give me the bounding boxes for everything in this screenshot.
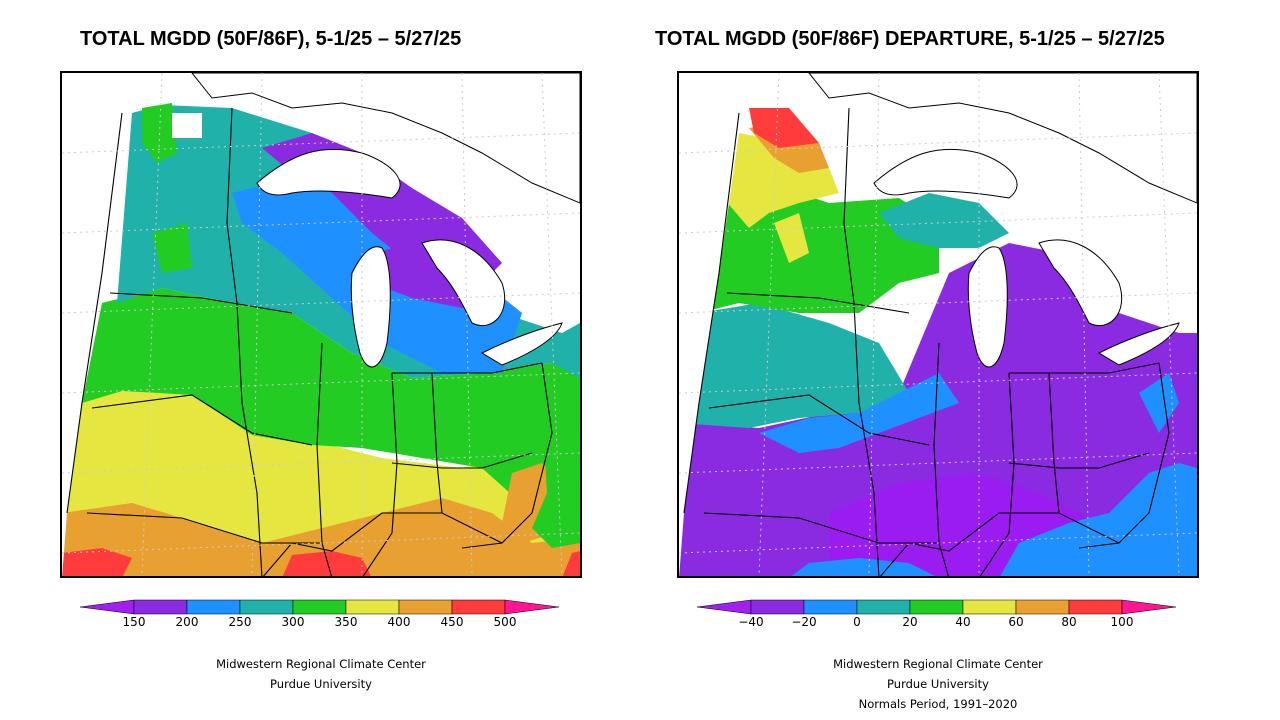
departure-colorbar: −40 −20 0 20 40 60 80 100 [696, 599, 1177, 629]
left-credit: Midwestern Regional Climate Center Purdu… [171, 654, 471, 694]
credit-line-univ: Purdue University [887, 677, 989, 691]
total-legend-tick-label: 200 [176, 615, 199, 629]
credit-line-org: Midwestern Regional Climate Center [833, 657, 1043, 671]
total-legend-tick-label: 450 [441, 615, 464, 629]
left-map-title: TOTAL MGDD (50F/86F), 5-1/25 – 5/27/25 [80, 28, 462, 50]
mgdd-departure-contours [679, 73, 1197, 576]
total-legend-swatch-5 [398, 599, 453, 615]
dep-teal-west [679, 303, 909, 428]
mgdd-departure-map [677, 71, 1199, 578]
total-legend-swatch-0 [133, 599, 188, 615]
departure-legend-tick-label: 0 [853, 615, 861, 629]
region-red-se [562, 551, 580, 576]
total-mgdd-colorbar: 150 200 250 300 350 400 450 500 [79, 599, 560, 629]
departure-legend-tick-label: 40 [955, 615, 970, 629]
departure-legend: −40 −20 0 20 40 60 80 100 [696, 598, 1181, 629]
total-legend-tick-label: 300 [282, 615, 305, 629]
credit-line-org: Midwestern Regional Climate Center [216, 657, 426, 671]
total-legend-swatch-1 [186, 599, 241, 615]
dep-teal-upper [879, 193, 1009, 248]
region-green-mid [82, 288, 580, 513]
departure-legend-swatch-5 [1015, 599, 1070, 615]
departure-legend-tick-label: −20 [791, 615, 816, 629]
region-red-south [282, 551, 371, 576]
total-legend-arrow-high [504, 599, 560, 615]
lake-michigan [350, 246, 391, 368]
total-mgdd-map [60, 71, 582, 578]
credit-line-univ: Purdue University [270, 677, 372, 691]
lake-superior [873, 148, 1018, 199]
total-legend-swatch-3 [292, 599, 347, 615]
dep-red-nw [749, 108, 819, 148]
total-mgdd-contours [62, 73, 580, 576]
departure-legend-swatch-6 [1068, 599, 1123, 615]
dep-blue-se [1000, 463, 1197, 576]
region-green-east [532, 383, 580, 548]
dep-blue-mid [759, 373, 959, 453]
total-legend-tick-label: 150 [123, 615, 146, 629]
total-legend-arrow-low [79, 599, 135, 615]
lake-superior [256, 148, 401, 199]
lake-michigan [967, 246, 1008, 368]
departure-legend-tick-label: 20 [902, 615, 917, 629]
total-legend-tick-label: 500 [494, 615, 517, 629]
lake-erie [1097, 322, 1180, 366]
departure-legend-swatch-2 [856, 599, 911, 615]
total-legend-swatch-2 [239, 599, 294, 615]
departure-legend-tick-label: −40 [738, 615, 763, 629]
departure-legend-swatch-4 [962, 599, 1017, 615]
credit-line-normals: Normals Period, 1991–2020 [858, 697, 1018, 711]
dep-yellow-blob [774, 213, 809, 263]
departure-legend-swatch-3 [909, 599, 964, 615]
departure-legend-arrow-high [1121, 599, 1177, 615]
total-legend-swatch-4 [345, 599, 400, 615]
total-legend-swatch-6 [451, 599, 506, 615]
region-red-sw [62, 548, 132, 576]
right-credit: Midwestern Regional Climate Center Purdu… [788, 654, 1088, 714]
departure-legend-tick-label: 80 [1061, 615, 1076, 629]
region-white-nw [172, 113, 202, 138]
lake-erie [480, 322, 563, 366]
total-legend-tick-label: 400 [388, 615, 411, 629]
total-mgdd-legend: 150 200 250 300 350 400 450 500 [79, 598, 564, 629]
dep-blue-south [791, 558, 935, 576]
total-legend-tick-label: 250 [229, 615, 252, 629]
lake-huron [1038, 239, 1123, 327]
right-map-title: TOTAL MGDD (50F/86F) DEPARTURE, 5-1/25 –… [655, 28, 1165, 50]
region-green-sw [152, 223, 192, 273]
dep-blue-se2 [1139, 373, 1179, 433]
lake-huron [421, 239, 506, 327]
departure-legend-swatch-0 [750, 599, 805, 615]
departure-legend-tick-label: 100 [1111, 615, 1134, 629]
total-legend-tick-label: 350 [335, 615, 358, 629]
departure-legend-tick-label: 60 [1008, 615, 1023, 629]
departure-legend-arrow-low [696, 599, 752, 615]
departure-legend-swatch-1 [803, 599, 858, 615]
